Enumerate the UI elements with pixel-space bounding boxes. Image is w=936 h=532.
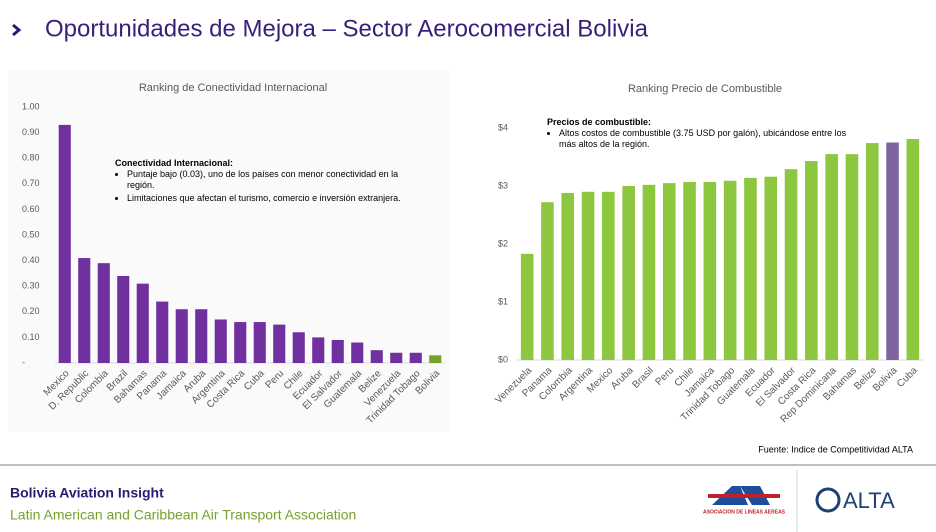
bar bbox=[370, 350, 383, 363]
bar bbox=[683, 181, 696, 360]
bar bbox=[845, 154, 859, 360]
annotation-list: Puntaje bajo (0.03), uno de los países c… bbox=[115, 169, 405, 204]
alta-icon bbox=[815, 487, 841, 513]
y-tick-label: 0.40 bbox=[22, 255, 40, 265]
bar bbox=[865, 143, 879, 360]
y-tick-label: 0.60 bbox=[22, 204, 40, 214]
bar bbox=[764, 176, 778, 360]
annotation-list: Altos costos de combustible (3.75 USD po… bbox=[547, 128, 847, 150]
bar bbox=[784, 169, 798, 360]
y-tick-label: 0.90 bbox=[22, 127, 40, 137]
y-tick-label: $4 bbox=[498, 122, 508, 132]
bar bbox=[175, 309, 188, 363]
bar bbox=[117, 275, 130, 363]
y-tick-label: - bbox=[22, 357, 25, 367]
y-tick-label: 0.80 bbox=[22, 153, 40, 163]
bar bbox=[273, 324, 286, 363]
y-tick-label: 0.50 bbox=[22, 229, 40, 239]
y-tick-label: 0.30 bbox=[22, 281, 40, 291]
bar bbox=[429, 355, 442, 363]
footer-title: Bolivia Aviation Insight bbox=[10, 485, 164, 501]
bar bbox=[541, 202, 554, 360]
bar bbox=[409, 352, 422, 363]
annotation-bullet: Puntaje bajo (0.03), uno de los países c… bbox=[127, 169, 405, 191]
y-tick-label: $0 bbox=[498, 354, 508, 364]
bar bbox=[602, 191, 615, 360]
bar bbox=[906, 139, 920, 360]
annotation-bullet: Altos costos de combustible (3.75 USD po… bbox=[559, 128, 847, 150]
annotation: Precios de combustible:Altos costos de c… bbox=[547, 117, 847, 152]
x-tick-label: Cuba bbox=[895, 365, 920, 390]
chart-title: Ranking Precio de Combustible bbox=[628, 83, 782, 95]
bar bbox=[195, 309, 208, 363]
bar bbox=[214, 319, 227, 363]
ala-stripe bbox=[708, 494, 780, 498]
bar bbox=[58, 124, 71, 363]
bar bbox=[744, 177, 757, 360]
bar bbox=[886, 142, 899, 360]
source: Fuente: Indice de Competitividad ALTA bbox=[758, 444, 913, 454]
bar bbox=[642, 184, 656, 360]
footer-subtitle: Latin American and Caribbean Air Transpo… bbox=[10, 507, 356, 523]
y-tick-label: 0.70 bbox=[22, 178, 40, 188]
y-tick-label: 0.10 bbox=[22, 332, 40, 342]
bar bbox=[234, 322, 247, 363]
chart-panel bbox=[8, 70, 450, 432]
y-tick-label: 1.00 bbox=[22, 101, 40, 111]
ala-text: ASOCIACION DE LINEAS AEREAS bbox=[703, 509, 786, 515]
slide-title: Oportunidades de Mejora – Sector Aerocom… bbox=[45, 15, 649, 42]
bar bbox=[520, 253, 534, 360]
alta-text: ALTA bbox=[843, 488, 895, 513]
y-tick-label: $3 bbox=[498, 180, 508, 190]
annotation-bullet: Limitaciones que afectan el turismo, com… bbox=[127, 193, 405, 204]
chart-title: Ranking de Conectividad Internacional bbox=[139, 82, 327, 94]
bar bbox=[97, 263, 110, 363]
bar bbox=[703, 181, 717, 360]
annotation-title: Conectividad Internacional: bbox=[115, 158, 234, 168]
x-tick-label: Brasil bbox=[630, 365, 655, 390]
bar bbox=[78, 258, 91, 363]
bar bbox=[351, 342, 364, 363]
bar bbox=[622, 186, 635, 360]
bar bbox=[805, 161, 818, 360]
bar bbox=[292, 332, 305, 363]
y-tick-label: 0.20 bbox=[22, 306, 40, 316]
chevron bbox=[12, 23, 22, 37]
y-tick-label: $2 bbox=[498, 238, 508, 248]
bar bbox=[253, 322, 266, 363]
annotation-title: Precios de combustible: bbox=[547, 117, 652, 127]
y-tick-label: $1 bbox=[498, 296, 508, 306]
bar bbox=[156, 301, 169, 363]
x-tick-label: Aruba bbox=[609, 365, 636, 392]
x-tick-label: Peru bbox=[654, 365, 677, 388]
annotation: Conectividad Internacional:Puntaje bajo … bbox=[115, 158, 405, 206]
bar bbox=[331, 339, 344, 363]
bar bbox=[581, 191, 595, 360]
bar bbox=[312, 337, 325, 363]
bar bbox=[390, 352, 403, 363]
bar bbox=[662, 183, 676, 360]
bar bbox=[825, 154, 838, 360]
bar bbox=[723, 180, 737, 360]
bar bbox=[561, 192, 575, 360]
bar bbox=[136, 283, 149, 363]
